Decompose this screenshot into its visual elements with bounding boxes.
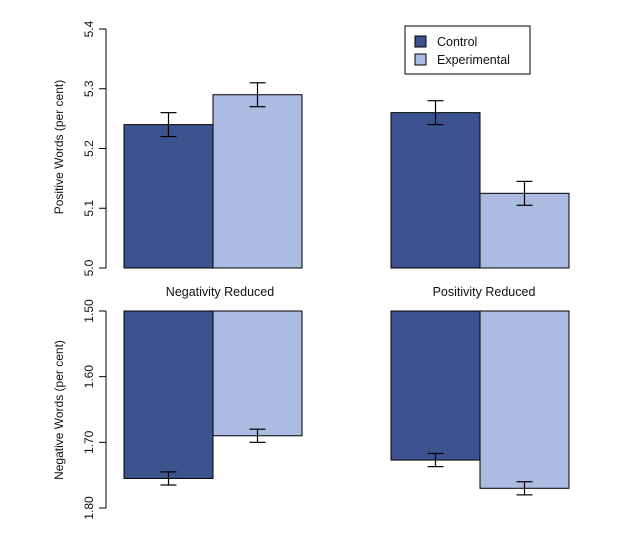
- top-panel: 5.0 5.1 5.2 5.3 5.4: [82, 20, 570, 276]
- group-label-positivity-reduced: Positivity Reduced: [433, 285, 536, 299]
- bar-experimental-0: [212, 310, 303, 437]
- bar-experimental-0: [212, 94, 303, 269]
- y-tick-label: 5.3: [82, 80, 96, 97]
- error-bar: [249, 428, 266, 443]
- bottom-panel: 1.50 1.60 1.70 1.80: [82, 299, 570, 520]
- top-y-axis-title: Positive Words (per cent): [52, 80, 66, 215]
- error-bar: [516, 180, 533, 206]
- error-bar: [160, 112, 177, 138]
- legend-label-control: Control: [437, 35, 477, 49]
- bar-experimental-1: [479, 310, 570, 489]
- bar-control-1: [390, 310, 481, 461]
- bottom-y-axis-title: Negative Words (per cent): [52, 340, 66, 480]
- error-bar: [516, 481, 533, 496]
- error-bar: [427, 452, 444, 468]
- bar-control-0: [123, 124, 214, 269]
- legend: Control Experimental: [404, 25, 531, 75]
- y-tick-label: 5.1: [82, 200, 96, 217]
- group-label-negativity-reduced: Negativity Reduced: [166, 285, 274, 299]
- y-tick-label: 5.2: [82, 140, 96, 157]
- y-tick-label: 1.70: [82, 430, 96, 454]
- y-tick-label: 5.0: [82, 259, 96, 276]
- error-bar: [160, 471, 177, 486]
- bar-control-0: [123, 310, 214, 479]
- y-tick-label: 1.50: [82, 299, 96, 323]
- legend-swatch-control: [414, 35, 427, 48]
- legend-box: [404, 25, 531, 75]
- error-bar: [427, 100, 444, 126]
- legend-swatch-experimental: [414, 53, 427, 66]
- y-tick-label: 5.4: [82, 20, 96, 37]
- y-tick-label: 1.80: [82, 496, 96, 520]
- bar-control-1: [390, 112, 481, 269]
- error-bar: [249, 82, 266, 108]
- y-tick-label: 1.60: [82, 365, 96, 389]
- legend-label-experimental: Experimental: [437, 53, 510, 67]
